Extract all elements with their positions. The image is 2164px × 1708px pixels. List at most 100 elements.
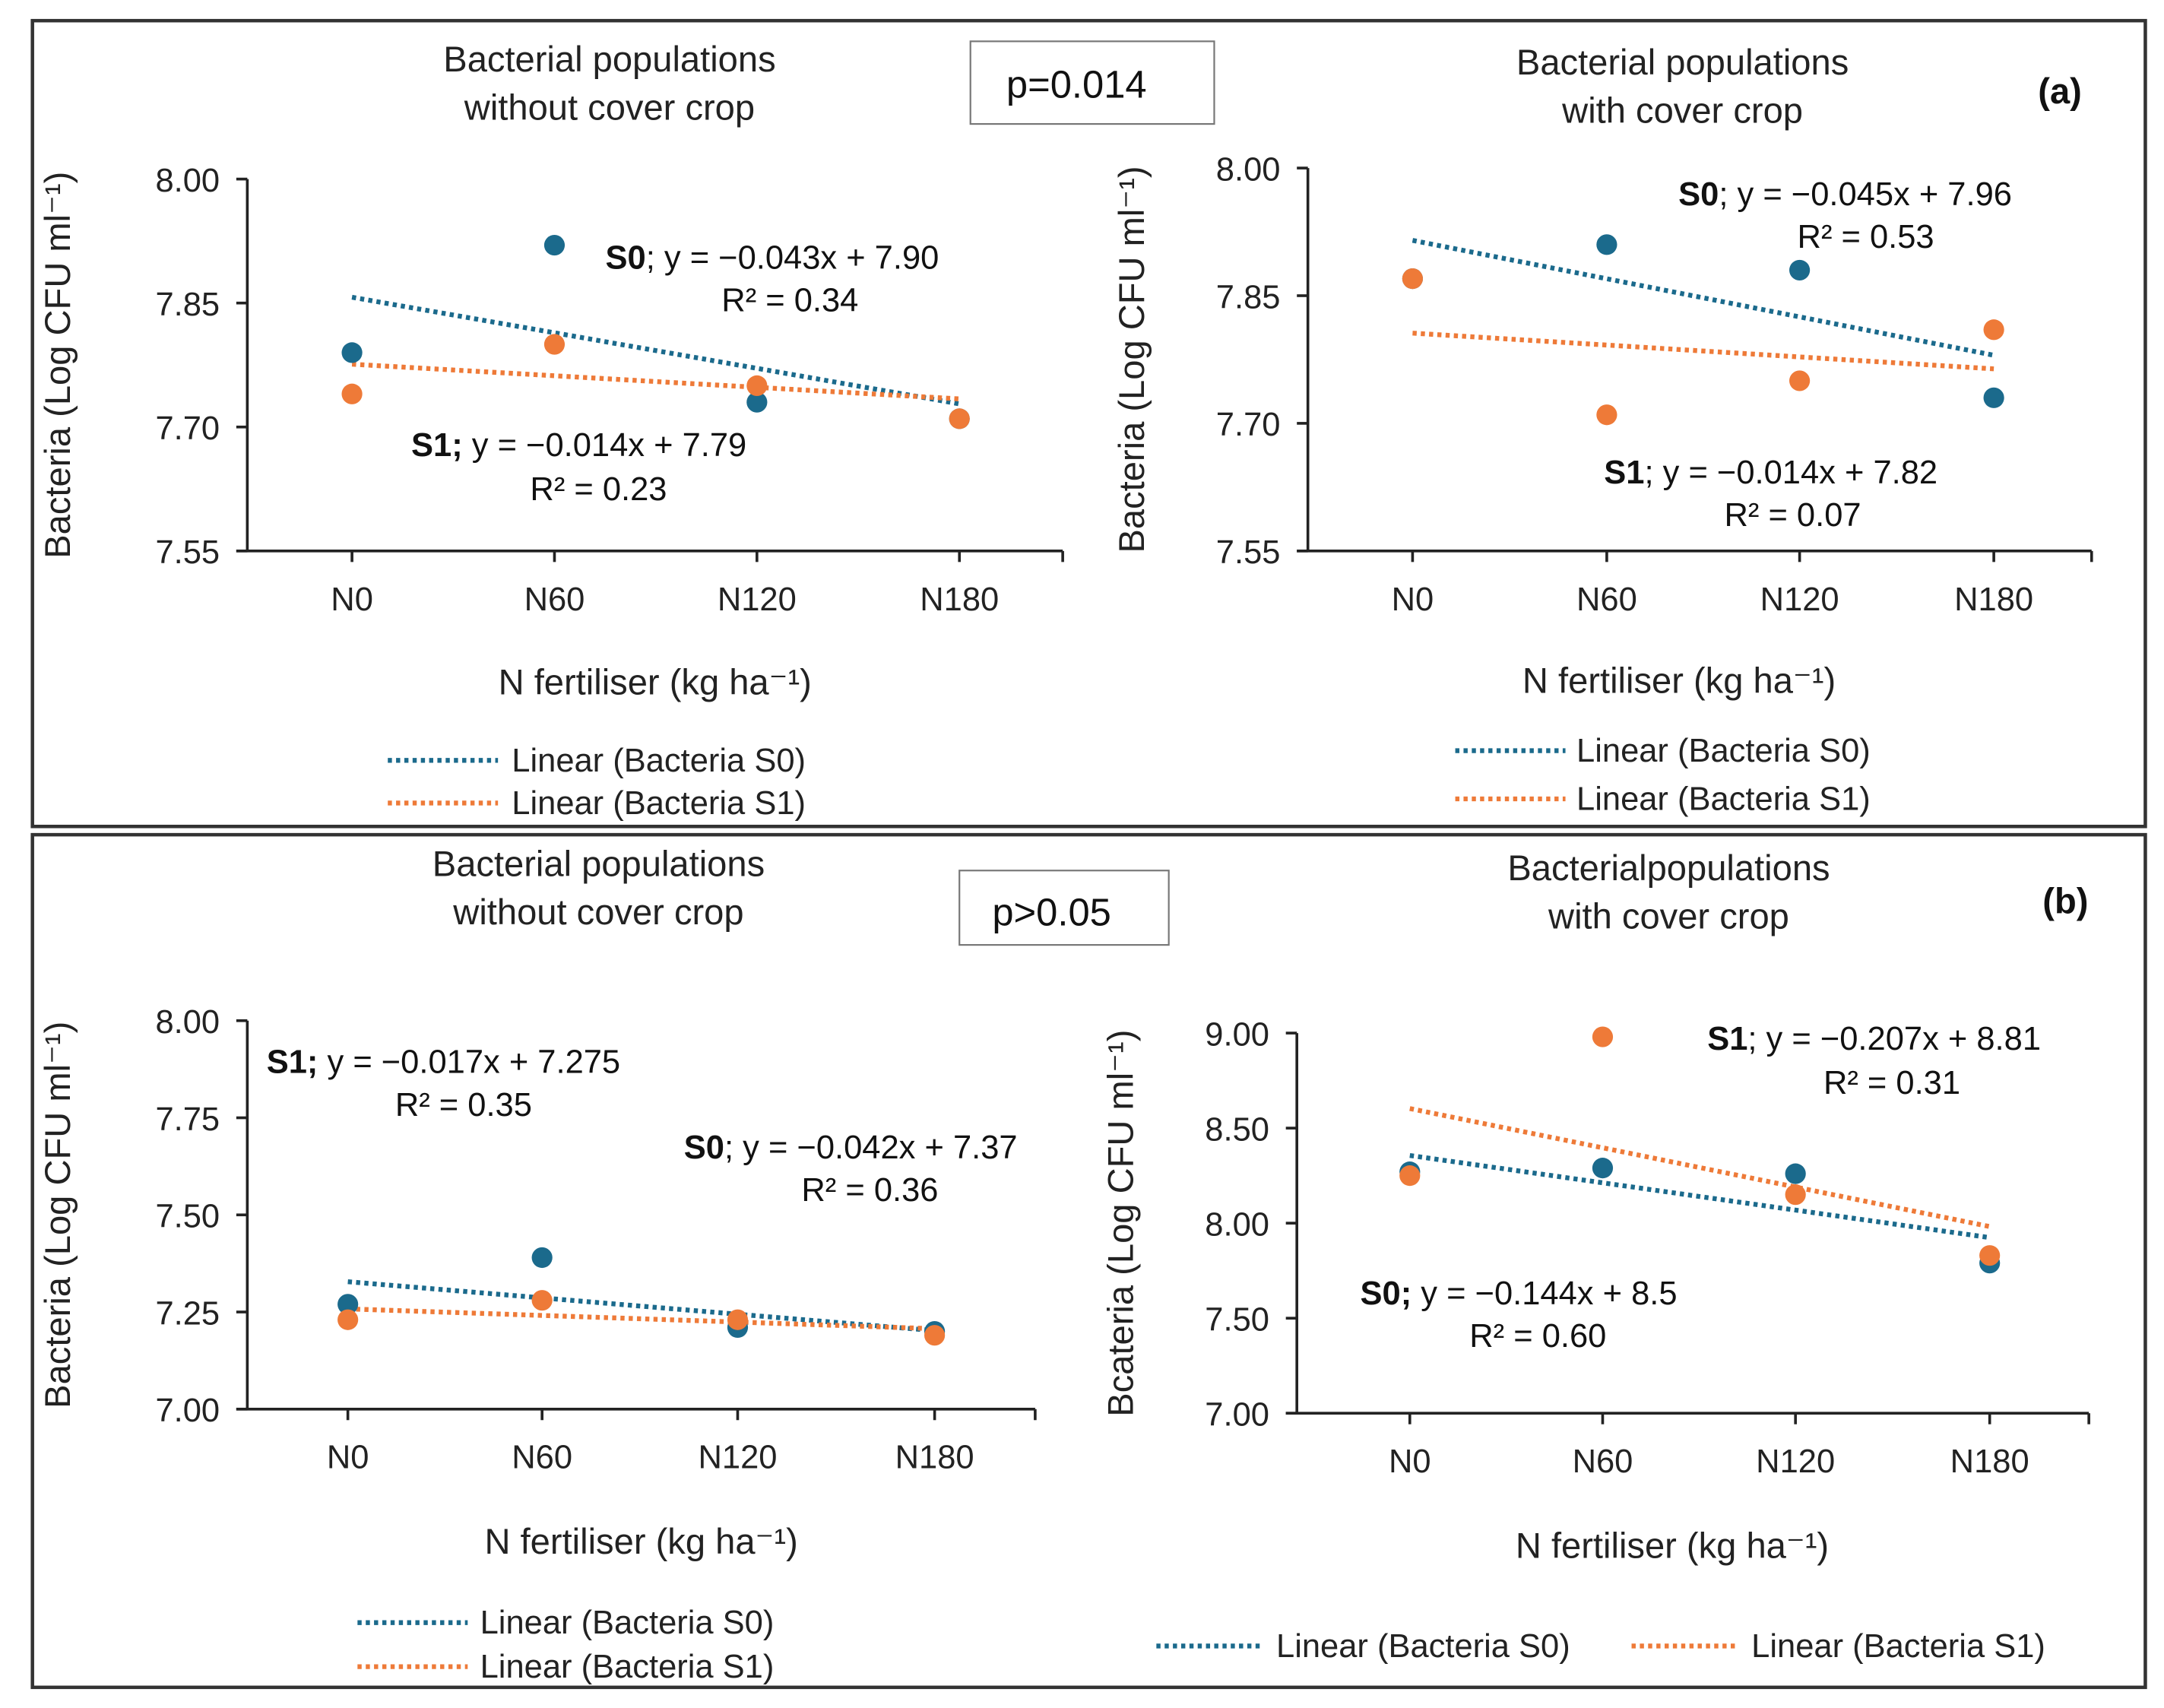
- point-S0-N180: [1983, 387, 2004, 408]
- point-S1-N180: [1983, 319, 2004, 341]
- point-S1-N180: [1979, 1245, 2001, 1266]
- chart-title: with cover crop: [1548, 895, 1789, 936]
- r-squared-S1: R² = 0.07: [1725, 497, 1861, 534]
- point-S1-N120: [1789, 370, 1811, 391]
- equation-series-label: S0: [1678, 176, 1719, 213]
- point-S1-N180: [924, 1325, 946, 1346]
- x-tick-label: N120: [698, 1440, 777, 1476]
- y-axis-title: Bacteria (Log CFU ml⁻¹): [37, 1022, 78, 1409]
- trendline-S0: [1409, 1152, 1991, 1241]
- equation-S1: S1; y = −0.014x + 7.82: [1604, 455, 1937, 491]
- point-S1-N60: [531, 1290, 553, 1311]
- y-tick-label: 7.85: [155, 287, 220, 323]
- equation-text: y = −0.017x + 7.275: [318, 1044, 620, 1081]
- r-squared-S1: R² = 0.23: [530, 471, 667, 508]
- equation-S0: S0; y = −0.144x + 8.5: [1361, 1275, 1678, 1312]
- r-squared-S0: R² = 0.60: [1469, 1318, 1606, 1355]
- legend-label-S1: Linear (Bacteria S1): [1576, 781, 1871, 818]
- y-tick-label: 7.85: [1216, 279, 1281, 315]
- point-S1-N0: [337, 1309, 359, 1330]
- y-tick-label: 7.55: [155, 534, 220, 571]
- x-tick-label: N60: [524, 581, 585, 618]
- point-S1-N60: [1596, 404, 1617, 426]
- r-squared-S0: R² = 0.36: [801, 1172, 938, 1209]
- chart-title: without cover crop: [464, 87, 755, 128]
- chart-2: Bacterial populations without cover crop 7…: [37, 843, 1037, 1685]
- y-axis-title: Bacteria (Log CFU ml⁻¹): [37, 172, 78, 559]
- point-S1-N60: [543, 334, 566, 355]
- y-tick-label: 7.75: [155, 1101, 220, 1138]
- x-tick-label: N60: [1576, 581, 1637, 618]
- y-tick-label: 8.00: [1216, 151, 1281, 188]
- point-S1-N120: [746, 375, 768, 396]
- equation-text: ; y = −0.207x + 8.81: [1747, 1021, 2041, 1057]
- trendline-S1: [1412, 331, 1994, 372]
- equation-text: ; y = −0.014x + 7.82: [1644, 455, 1937, 491]
- y-tick-label: 8.50: [1205, 1111, 1269, 1148]
- equation-series-label: S0;: [1361, 1275, 1412, 1312]
- equation-text: ; y = −0.043x + 7.90: [646, 239, 939, 276]
- y-tick-label: 8.00: [155, 1004, 220, 1041]
- y-tick-label: 8.00: [155, 163, 220, 199]
- equation-S0: S0; y = −0.045x + 7.96: [1678, 176, 2012, 213]
- point-S0-N60: [1592, 1158, 1614, 1179]
- p-value-box-a: [969, 40, 1215, 125]
- equation-text: ; y = −0.045x + 7.96: [1719, 176, 2012, 213]
- p-value-a: p=0.014: [1006, 63, 1147, 106]
- y-axis-title: Bcateria (Log CFU ml⁻¹): [1101, 1030, 1141, 1417]
- y-tick-label: 7.55: [1216, 534, 1281, 571]
- point-S1-N120: [727, 1309, 749, 1330]
- equation-S1: S1; y = −0.014x + 7.79: [411, 427, 746, 464]
- x-tick-label: N0: [331, 581, 373, 618]
- y-tick-label: 7.25: [155, 1295, 220, 1332]
- trendline-S1: [1409, 1106, 1991, 1229]
- trendline-S0: [351, 294, 960, 407]
- point-S0-N0: [337, 1294, 359, 1315]
- chart-title: without cover crop: [452, 892, 743, 932]
- point-S1-N180: [949, 408, 970, 429]
- y-tick-label: 7.70: [155, 410, 220, 447]
- point-S0-N0: [341, 342, 363, 363]
- trendline-S1: [347, 1306, 935, 1332]
- point-S1-N0: [341, 383, 363, 404]
- r-squared-S1: R² = 0.35: [395, 1087, 532, 1123]
- equation-text: y = −0.144x + 8.5: [1412, 1275, 1677, 1312]
- point-S1-N60: [1592, 1026, 1614, 1047]
- chart-title: Bacterial populations: [443, 39, 775, 79]
- legend-label-S1: Linear (Bacteria S1): [480, 1649, 775, 1685]
- equation-series-label: S1;: [411, 427, 463, 464]
- panel-a-frame: [30, 18, 2147, 829]
- point-S0-N120: [746, 391, 768, 413]
- y-tick-label: 8.00: [1205, 1206, 1269, 1243]
- x-axis-title: N fertiliser (kg ha⁻¹): [1516, 1525, 1829, 1565]
- x-tick-label: N120: [1760, 581, 1839, 618]
- y-tick-label: 7.70: [1216, 407, 1281, 443]
- y-tick-label: 9.00: [1205, 1016, 1269, 1053]
- equation-series-label: S1;: [267, 1044, 318, 1081]
- point-S0-N120: [1785, 1163, 1806, 1184]
- point-S0-N60: [1596, 234, 1617, 255]
- x-tick-label: N180: [1950, 1443, 2029, 1480]
- equation-text: y = −0.014x + 7.79: [463, 427, 747, 464]
- x-tick-label: N0: [327, 1440, 369, 1476]
- trendline-S0: [1412, 238, 1994, 358]
- point-S0-N60: [531, 1247, 553, 1269]
- point-S1-N0: [1399, 1165, 1421, 1187]
- x-tick-label: N180: [895, 1440, 974, 1476]
- legend-label-S0: Linear (Bacteria S0): [1276, 1628, 1570, 1665]
- x-tick-label: N120: [718, 581, 797, 618]
- point-S1-N120: [1785, 1184, 1806, 1206]
- panel-label-b: (b): [2042, 880, 2088, 921]
- legend-label-S0: Linear (Bacteria S0): [1576, 733, 1871, 769]
- equation-S1: S1; y = −0.207x + 8.81: [1707, 1021, 2041, 1057]
- x-tick-label: N60: [1573, 1443, 1633, 1480]
- equation-S0: S0; y = −0.043x + 7.90: [606, 239, 939, 276]
- x-tick-label: N0: [1389, 1443, 1431, 1480]
- point-S0-N60: [543, 234, 566, 256]
- equation-series-label: S0: [606, 239, 646, 276]
- y-tick-label: 7.50: [1205, 1301, 1269, 1338]
- y-tick-label: 7.50: [155, 1199, 220, 1235]
- chart-title: Bacterial populations: [432, 843, 765, 883]
- equation-S0: S0; y = −0.042x + 7.37: [684, 1130, 1018, 1166]
- trendline-S0: [347, 1279, 935, 1333]
